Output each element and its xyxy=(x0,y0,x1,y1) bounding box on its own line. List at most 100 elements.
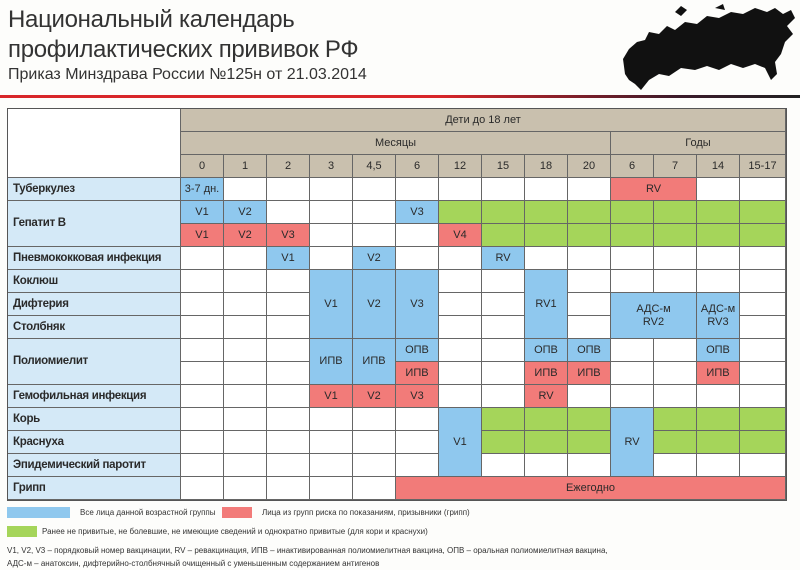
vaccination-cell-red: RV xyxy=(611,178,697,201)
empty-cell xyxy=(396,224,439,247)
empty-cell xyxy=(654,339,697,362)
vaccination-cell-blue: ОПВ xyxy=(396,339,439,362)
empty-cell xyxy=(181,362,224,385)
empty-cell xyxy=(224,270,267,293)
months-header: Месяцы xyxy=(181,132,611,155)
empty-cell xyxy=(267,316,310,339)
empty-cell xyxy=(353,454,396,477)
vaccination-cell-red: Ежегодно xyxy=(396,477,786,500)
vaccination-cell-red: ИПВ xyxy=(697,362,740,385)
vaccination-cell-blue: V2 xyxy=(353,247,396,270)
green-cell xyxy=(525,408,568,431)
vaccination-cell-blue: V1 xyxy=(181,201,224,224)
vaccination-cell-blue: RV xyxy=(611,408,654,477)
empty-cell xyxy=(568,270,611,293)
group-header: Дети до 18 лет xyxy=(181,109,786,132)
column-header: 4,5 xyxy=(353,155,396,178)
vaccination-cell-blue: АДС-м RV2 xyxy=(611,293,697,339)
vaccination-cell-red: V4 xyxy=(439,224,482,247)
title-line-2: профилактических прививок РФ xyxy=(8,36,359,63)
empty-cell xyxy=(310,247,353,270)
header-divider xyxy=(0,95,800,98)
empty-cell xyxy=(697,178,740,201)
empty-cell xyxy=(611,362,654,385)
empty-cell xyxy=(224,339,267,362)
empty-cell xyxy=(310,477,353,500)
green-cell xyxy=(611,201,654,224)
empty-cell xyxy=(224,316,267,339)
vaccination-cell-red: ИПВ xyxy=(568,362,611,385)
empty-cell xyxy=(611,247,654,270)
empty-cell xyxy=(181,477,224,500)
green-cell xyxy=(740,224,786,247)
empty-cell xyxy=(568,316,611,339)
column-header: 15-17 xyxy=(740,155,786,178)
disease-label: Пневмококковая инфекция xyxy=(8,247,181,270)
empty-cell xyxy=(224,408,267,431)
empty-cell xyxy=(697,247,740,270)
green-cell xyxy=(654,408,697,431)
green-cell xyxy=(482,431,525,454)
column-header: 2 xyxy=(267,155,310,178)
column-header: 12 xyxy=(439,155,482,178)
disease-label: Гемофильная инфекция xyxy=(8,385,181,408)
legend-swatch-red xyxy=(222,507,252,518)
vaccination-cell-blue: V3 xyxy=(396,201,439,224)
column-header: 1 xyxy=(224,155,267,178)
empty-cell xyxy=(654,385,697,408)
empty-cell xyxy=(267,362,310,385)
empty-cell xyxy=(568,454,611,477)
green-cell xyxy=(697,224,740,247)
title-line-1: Национальный календарь xyxy=(8,6,295,33)
russia-map-icon xyxy=(623,4,795,90)
green-cell xyxy=(654,224,697,247)
empty-cell xyxy=(740,293,786,316)
green-cell xyxy=(439,201,482,224)
legend-swatch-blue xyxy=(7,507,70,518)
empty-cell xyxy=(482,454,525,477)
empty-cell xyxy=(224,178,267,201)
column-header: 6 xyxy=(396,155,439,178)
legend-red-text: Лица из групп риска по показаниям, призы… xyxy=(262,508,470,517)
empty-cell xyxy=(310,224,353,247)
column-header: 3 xyxy=(310,155,353,178)
vaccination-cell-red: RV xyxy=(525,385,568,408)
empty-cell xyxy=(525,178,568,201)
empty-cell xyxy=(740,385,786,408)
empty-cell xyxy=(525,454,568,477)
empty-cell xyxy=(353,224,396,247)
empty-cell xyxy=(740,454,786,477)
green-cell xyxy=(740,431,786,454)
green-cell xyxy=(525,201,568,224)
disease-label: Гепатит В xyxy=(8,201,181,247)
vaccination-cell-red: V3 xyxy=(267,224,310,247)
empty-cell xyxy=(310,431,353,454)
empty-cell xyxy=(267,408,310,431)
empty-cell xyxy=(353,178,396,201)
empty-cell xyxy=(439,293,482,316)
vaccination-cell-blue: 3-7 дн. xyxy=(181,178,224,201)
empty-cell xyxy=(611,270,654,293)
vaccination-cell-red: V2 xyxy=(353,385,396,408)
green-cell xyxy=(697,408,740,431)
empty-cell xyxy=(267,178,310,201)
empty-cell xyxy=(181,454,224,477)
empty-cell xyxy=(439,270,482,293)
empty-cell xyxy=(396,454,439,477)
empty-cell xyxy=(611,339,654,362)
empty-cell xyxy=(654,247,697,270)
empty-cell xyxy=(181,431,224,454)
empty-cell xyxy=(310,454,353,477)
disease-label: Корь xyxy=(8,408,181,431)
empty-cell xyxy=(353,431,396,454)
disease-label: Дифтерия xyxy=(8,293,181,316)
empty-cell xyxy=(267,339,310,362)
empty-cell xyxy=(482,362,525,385)
vaccination-cell-blue: V2 xyxy=(224,201,267,224)
disease-label: Грипп xyxy=(8,477,181,500)
empty-cell xyxy=(224,247,267,270)
empty-cell xyxy=(439,247,482,270)
vaccination-cell-red: V3 xyxy=(396,385,439,408)
green-cell xyxy=(568,224,611,247)
disease-label: Краснуха xyxy=(8,431,181,454)
